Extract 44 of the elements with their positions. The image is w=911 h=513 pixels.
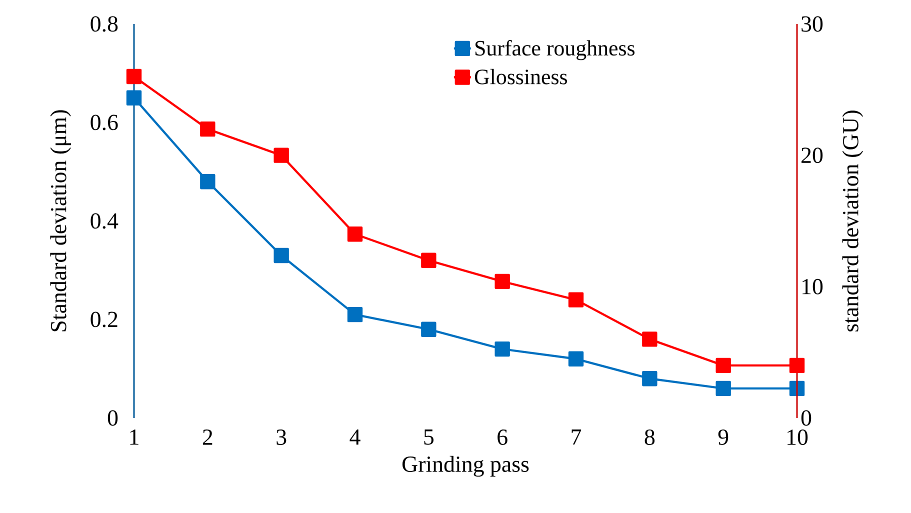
legend-label: Surface roughness (475, 40, 634, 60)
x-tick-label: 3 (276, 430, 286, 445)
point (716, 358, 731, 374)
y2-axis-title: standard deviation (GU) (842, 110, 864, 332)
point (789, 358, 805, 374)
point (642, 371, 658, 386)
y-tick-label: 0 (108, 410, 118, 426)
x-tick-label: 6 (498, 430, 508, 445)
y-tick-label: 0.6 (90, 114, 118, 130)
x-tick-label: 4 (350, 430, 360, 445)
point (568, 292, 584, 308)
point (347, 226, 363, 242)
point (494, 341, 510, 357)
point (421, 322, 436, 337)
point (126, 90, 142, 106)
y-tick-label: 0.2 (90, 312, 118, 328)
x-tick-label: 7 (572, 430, 582, 445)
x-tick-label: 8 (644, 430, 655, 445)
point (789, 380, 805, 396)
point (716, 380, 731, 396)
y2-tick-label: 20 (802, 148, 823, 164)
y2-tick-label: 10 (802, 278, 823, 294)
point (347, 306, 363, 322)
point (421, 252, 436, 268)
y-tick-label: 0.8 (90, 16, 118, 32)
x-axis-title: Grinding pass (402, 456, 529, 477)
x-tick-label: 9 (718, 430, 728, 445)
point (274, 248, 289, 264)
y2-tick-label: 30 (802, 16, 823, 32)
x-tick-label: 5 (424, 430, 434, 445)
point (126, 68, 142, 84)
x-tick-label: 1 (130, 430, 138, 445)
point (568, 351, 584, 366)
y-axis-title: Standard deviation (μm) (50, 110, 72, 332)
point (274, 148, 289, 163)
x-tick-label: 10 (788, 430, 808, 445)
point (200, 174, 216, 190)
y-tick-label: 0.4 (90, 213, 118, 229)
y2-tick-label: 0 (801, 410, 812, 426)
point (200, 121, 216, 137)
legend-label: Glossiness (474, 68, 567, 84)
point (642, 332, 658, 347)
point (494, 274, 510, 290)
x-tick-label: 2 (202, 430, 212, 445)
